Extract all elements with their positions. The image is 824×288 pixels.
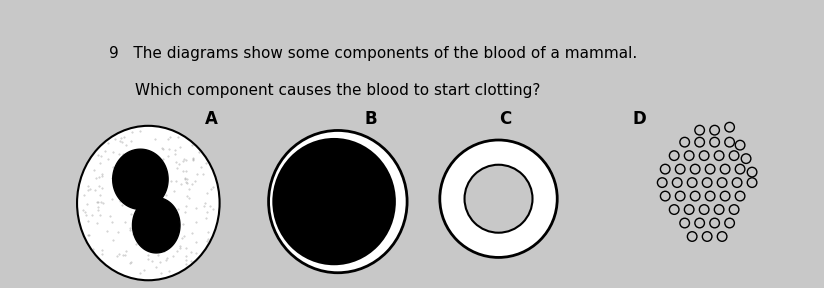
Ellipse shape xyxy=(269,130,407,273)
Ellipse shape xyxy=(465,165,532,233)
Text: C: C xyxy=(499,110,512,128)
Text: D: D xyxy=(633,110,646,128)
Text: B: B xyxy=(365,110,377,128)
Ellipse shape xyxy=(440,140,557,257)
Text: A: A xyxy=(205,110,218,128)
Ellipse shape xyxy=(77,126,220,280)
Ellipse shape xyxy=(272,138,396,265)
Text: 9   The diagrams show some components of the blood of a mammal.: 9 The diagrams show some components of t… xyxy=(110,46,638,61)
Text: Which component causes the blood to start clotting?: Which component causes the blood to star… xyxy=(135,83,541,98)
Polygon shape xyxy=(113,149,168,209)
Polygon shape xyxy=(133,198,180,253)
